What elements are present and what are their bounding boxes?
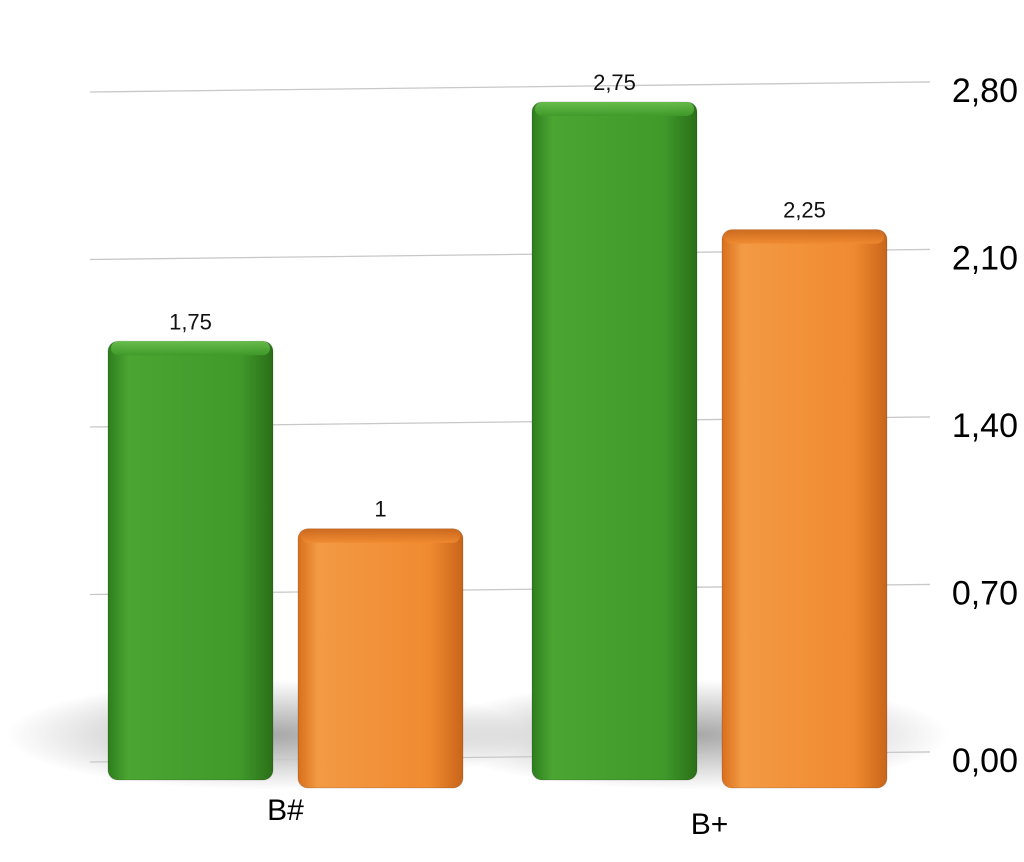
bar-top bbox=[301, 528, 460, 543]
data-label: 2,25 bbox=[783, 198, 826, 223]
labels: 0,00 0,70 1,40 2,10 2,80 1,75 1 B# 2,75 2,25 B+ bbox=[169, 70, 1018, 841]
bar-green bbox=[531, 101, 698, 781]
data-label: 2,75 bbox=[593, 70, 636, 95]
y-tick-label: 0,70 bbox=[952, 575, 1018, 613]
y-tick-label: 2,80 bbox=[952, 72, 1018, 110]
bar-orange bbox=[297, 528, 464, 789]
data-label: 1 bbox=[374, 497, 386, 522]
bar-orange bbox=[721, 229, 888, 789]
bar-body bbox=[531, 101, 698, 781]
gridline bbox=[89, 81, 931, 93]
category-label: B+ bbox=[691, 808, 729, 841]
category-label: B# bbox=[267, 794, 304, 827]
bar-top bbox=[111, 341, 270, 356]
bar-body bbox=[721, 229, 888, 789]
data-label: 1,75 bbox=[169, 309, 212, 334]
bar-top bbox=[725, 229, 884, 244]
y-tick-label: 1,40 bbox=[952, 407, 1018, 445]
bar-body bbox=[107, 340, 274, 781]
bar-body bbox=[297, 528, 464, 789]
bar-top bbox=[535, 101, 694, 116]
y-tick-label: 2,10 bbox=[952, 240, 1018, 278]
bars bbox=[107, 101, 888, 789]
bar-green bbox=[107, 340, 274, 781]
y-tick-label: 0,00 bbox=[952, 742, 1018, 780]
